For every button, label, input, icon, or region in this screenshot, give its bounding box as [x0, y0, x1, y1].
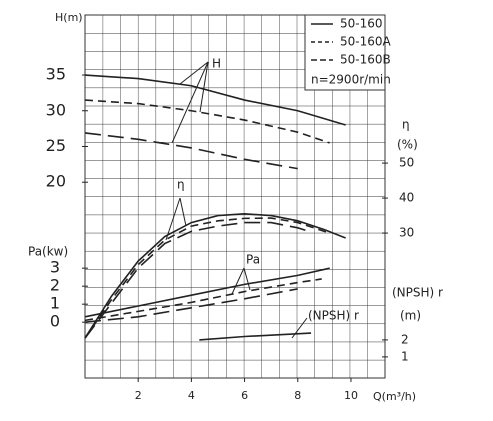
curve — [84, 99, 330, 144]
eta-tick-label: 30 — [399, 226, 414, 240]
H-tick-label: 25 — [46, 136, 66, 155]
annotation-pa: Pa — [246, 253, 260, 267]
curve — [84, 267, 330, 318]
H-tick-label: 20 — [46, 172, 66, 191]
curve — [84, 213, 346, 339]
legend-box — [304, 14, 386, 91]
eta-tick-label: 40 — [399, 191, 414, 205]
Pa-tick-label: 1 — [50, 294, 60, 313]
h-axis-label: H(m) — [55, 11, 83, 24]
Pa-tick-label: 3 — [50, 258, 60, 277]
curve — [84, 132, 298, 170]
Pa-tick-label: 2 — [50, 276, 60, 295]
eta-tick-label: 50 — [399, 156, 414, 170]
annotation-eta: η — [177, 178, 185, 192]
annotation-npsh: (NPSH) r — [308, 309, 359, 323]
npsh-axis-label: (NPSH) r — [392, 286, 443, 300]
legend-note: n=2900r/min — [311, 73, 391, 87]
npsh-tick-label: 1 — [401, 349, 409, 363]
curve — [84, 217, 330, 339]
eta-axis-unit: (%) — [397, 138, 418, 152]
annotation-h: H — [212, 57, 221, 71]
eta-axis-label: η — [402, 118, 410, 132]
npsh-tick-label: 2 — [401, 332, 409, 346]
x-axis-label: Q(m³/h) — [373, 390, 416, 403]
legend-label: 50-160B — [340, 53, 391, 67]
legend-label: 50-160 — [340, 17, 383, 31]
npsh-axis-unit: (m) — [400, 309, 421, 323]
x-tick-label: 6 — [241, 389, 248, 402]
x-tick-label: 10 — [344, 389, 358, 402]
pa-axis-label: Pa(kw) — [28, 245, 68, 259]
curve — [199, 332, 312, 341]
x-tick-label: 8 — [294, 389, 301, 402]
curve — [84, 221, 312, 339]
H-tick-label: 35 — [46, 65, 66, 84]
curve — [84, 278, 322, 322]
legend-label: 50-160A — [340, 35, 392, 49]
x-tick-label: 4 — [188, 389, 195, 402]
curve — [84, 74, 346, 126]
Pa-tick-label: 0 — [50, 312, 60, 331]
H-tick-label: 30 — [46, 100, 66, 119]
x-tick-label: 2 — [135, 389, 142, 402]
curve — [84, 288, 298, 323]
